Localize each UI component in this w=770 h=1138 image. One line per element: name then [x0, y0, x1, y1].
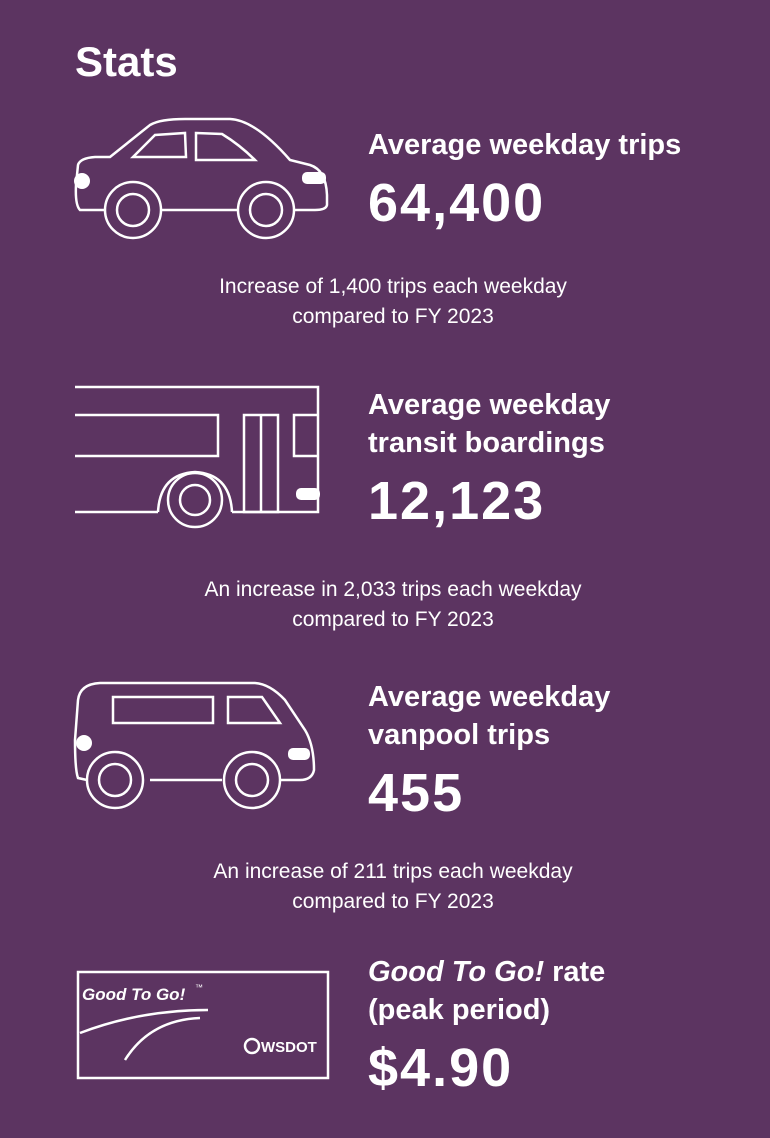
- stat-note: Increase of 1,400 trips each weekday comp…: [0, 272, 770, 332]
- card-brand: Good To Go!: [82, 985, 186, 1004]
- heading-text: rate: [552, 956, 606, 988]
- stat-note: An increase in 2,033 trips each weekday c…: [0, 575, 770, 635]
- toll-card-icon: Good To Go! ™ WSDOT: [76, 970, 330, 1080]
- heading-emphasis: Good To Go!: [368, 956, 545, 988]
- car-icon: [74, 117, 329, 240]
- page-title: Stats: [75, 38, 178, 85]
- stat-heading: Average weekday transit boardings: [368, 386, 610, 462]
- stat-value: $4.90: [368, 1038, 514, 1098]
- note-line: Increase of 1,400 trips each weekday: [219, 275, 567, 298]
- stat-heading: Average weekday trips: [368, 126, 681, 164]
- note-line: compared to FY 2023: [292, 305, 494, 328]
- stat-note: An increase of 211 trips each weekday com…: [0, 857, 770, 917]
- note-line: compared to FY 2023: [292, 890, 494, 913]
- stat-heading: Good To Go! rate (peak period): [368, 953, 605, 1029]
- card-tm: ™: [195, 983, 203, 992]
- heading-line: Average weekday: [368, 389, 611, 421]
- note-line: compared to FY 2023: [292, 608, 494, 631]
- stat-value: 12,123: [368, 471, 546, 531]
- van-icon: [73, 681, 316, 810]
- note-line: An increase in 2,033 trips each weekday: [204, 578, 582, 601]
- stat-value: 64,400: [368, 173, 546, 233]
- heading-line: Average weekday: [368, 681, 611, 713]
- heading-line: (peak period): [368, 994, 551, 1026]
- card-logo: WSDOT: [261, 1039, 317, 1056]
- stat-value: 455: [368, 763, 465, 823]
- note-line: An increase of 211 trips each weekday: [213, 860, 573, 883]
- heading-line: Average weekday trips: [368, 129, 682, 161]
- bus-icon: [75, 385, 320, 529]
- stat-heading: Average weekday vanpool trips: [368, 678, 610, 754]
- heading-line: transit boardings: [368, 427, 605, 459]
- heading-line: vanpool trips: [368, 719, 551, 751]
- heading-line: Good To Go! rate: [368, 953, 605, 991]
